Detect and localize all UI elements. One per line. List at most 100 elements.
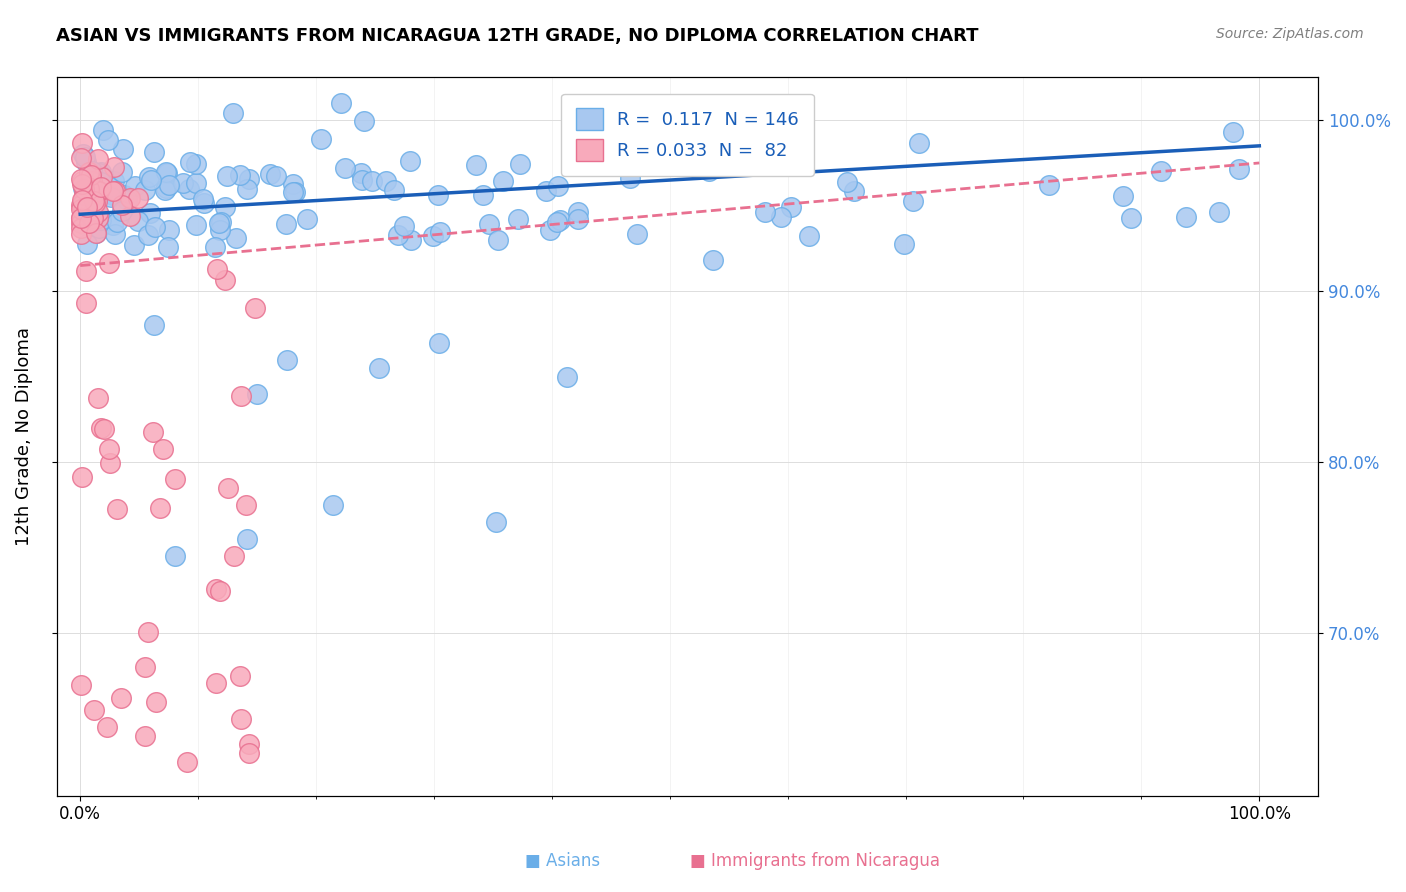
- Point: [70, 174, 93, 188]
- Point: [478, 217, 501, 231]
- Point: [284, 185, 307, 199]
- Point: [143, 318, 166, 333]
- Point: [72, 197, 94, 211]
- Point: [427, 335, 450, 350]
- Point: [398, 154, 420, 169]
- Point: [111, 203, 134, 218]
- Point: [193, 196, 215, 211]
- Point: [205, 582, 228, 596]
- Point: [205, 676, 228, 690]
- Point: [101, 188, 124, 202]
- Point: [486, 233, 509, 247]
- Point: [769, 211, 792, 225]
- Point: [208, 223, 231, 237]
- Point: [229, 669, 252, 683]
- Point: [84, 226, 107, 240]
- Point: [429, 225, 451, 239]
- Point: [138, 169, 160, 184]
- Point: [112, 143, 135, 157]
- Point: [399, 233, 422, 247]
- Point: [426, 188, 449, 202]
- Point: [76, 236, 98, 251]
- Point: [86, 194, 108, 208]
- Point: [96, 720, 118, 734]
- Point: [322, 498, 344, 512]
- Point: [122, 238, 145, 252]
- Point: [90, 421, 112, 435]
- Point: [329, 96, 352, 111]
- Point: [70, 221, 93, 235]
- Point: [70, 227, 93, 242]
- Point: [80, 213, 103, 227]
- Point: [70, 211, 93, 226]
- Legend: R =  0.117  N = 146, R = 0.033  N =  82: R = 0.117 N = 146, R = 0.033 N = 82: [561, 94, 814, 176]
- Point: [134, 183, 156, 197]
- Point: [87, 184, 110, 198]
- Point: [548, 212, 571, 227]
- Point: [217, 481, 239, 495]
- Point: [186, 218, 208, 232]
- Text: ■ Asians: ■ Asians: [524, 852, 600, 870]
- Point: [165, 549, 187, 564]
- Point: [1174, 211, 1197, 225]
- Point: [214, 200, 236, 214]
- Point: [209, 583, 232, 598]
- Point: [235, 498, 257, 512]
- Point: [472, 188, 495, 202]
- Point: [80, 168, 103, 182]
- Point: [80, 174, 103, 188]
- Point: [538, 223, 561, 237]
- Point: [80, 163, 103, 178]
- Point: [84, 191, 107, 205]
- Point: [309, 132, 332, 146]
- Point: [111, 197, 134, 211]
- Point: [209, 215, 232, 229]
- Point: [214, 273, 236, 287]
- Point: [72, 136, 94, 151]
- Point: [139, 205, 162, 219]
- Point: [204, 240, 226, 254]
- Point: [70, 211, 93, 226]
- Point: [75, 264, 97, 278]
- Point: [555, 369, 578, 384]
- Point: [70, 678, 93, 692]
- Point: [235, 181, 257, 195]
- Point: [797, 229, 820, 244]
- Point: [73, 150, 96, 164]
- Point: [101, 185, 124, 199]
- Point: [179, 155, 201, 169]
- Point: [208, 216, 231, 230]
- Point: [492, 174, 515, 188]
- Point: [76, 182, 98, 196]
- Point: [536, 184, 558, 198]
- Point: [184, 176, 207, 190]
- Point: [238, 746, 260, 760]
- Point: [295, 212, 318, 227]
- Point: [231, 712, 253, 726]
- Point: [547, 179, 569, 194]
- Text: ■ Immigrants from Nicaragua: ■ Immigrants from Nicaragua: [690, 852, 941, 870]
- Point: [89, 208, 111, 222]
- Point: [136, 624, 159, 639]
- Point: [70, 216, 93, 230]
- Point: [77, 182, 100, 196]
- Point: [83, 703, 105, 717]
- Point: [91, 122, 114, 136]
- Point: [172, 176, 194, 190]
- Point: [153, 183, 176, 197]
- Point: [145, 695, 167, 709]
- Point: [75, 155, 97, 169]
- Point: [90, 175, 112, 189]
- Point: [1208, 204, 1230, 219]
- Point: [276, 352, 298, 367]
- Point: [76, 201, 98, 215]
- Point: [392, 219, 415, 233]
- Point: [105, 215, 128, 229]
- Point: [115, 193, 138, 207]
- Point: [143, 220, 166, 235]
- Point: [361, 174, 384, 188]
- Point: [159, 223, 181, 237]
- Point: [97, 133, 120, 147]
- Point: [73, 182, 96, 196]
- Point: [165, 472, 187, 486]
